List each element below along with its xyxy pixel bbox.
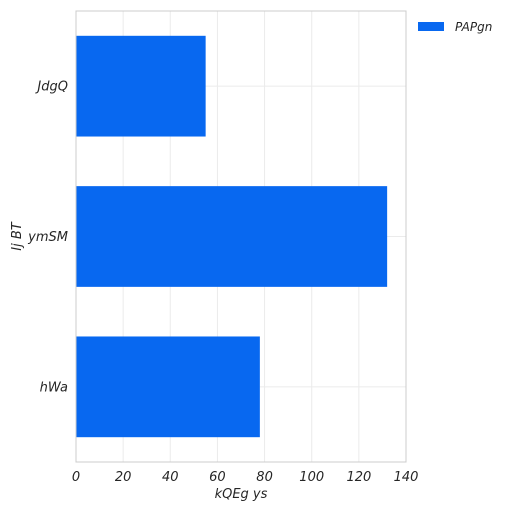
x-tick-label: 120	[346, 470, 371, 485]
legend-swatch	[418, 22, 444, 31]
y-tick-label: ymSM	[27, 230, 68, 245]
plot-frame	[75, 10, 407, 463]
x-tick-label: 140	[394, 470, 419, 485]
x-tick-label: 40	[162, 470, 179, 485]
x-tick-label: 0	[72, 470, 80, 485]
x-tick-label: 60	[209, 470, 226, 485]
y-tick-label: JdgQ	[34, 80, 68, 95]
x-tick-label: 80	[256, 470, 273, 485]
x-axis-ticks: 0 20 40 60 80 100 120 140	[72, 470, 419, 485]
bar-JdgQ	[76, 35, 206, 137]
y-tick-label: hWa	[40, 380, 68, 395]
x-axis-label: kQEg ys	[215, 487, 268, 502]
bar-hWa	[76, 336, 260, 438]
bars	[76, 35, 388, 438]
y-axis-ticks: JdgQ ymSM hWa	[27, 80, 68, 396]
bar-ymSM	[76, 186, 388, 287]
legend-label: PAPgn	[455, 20, 492, 34]
y-axis-label: Ij BT	[10, 221, 25, 250]
x-tick-label: 100	[299, 470, 324, 485]
x-tick-label: 20	[115, 470, 132, 485]
legend: PAPgn	[418, 20, 492, 34]
